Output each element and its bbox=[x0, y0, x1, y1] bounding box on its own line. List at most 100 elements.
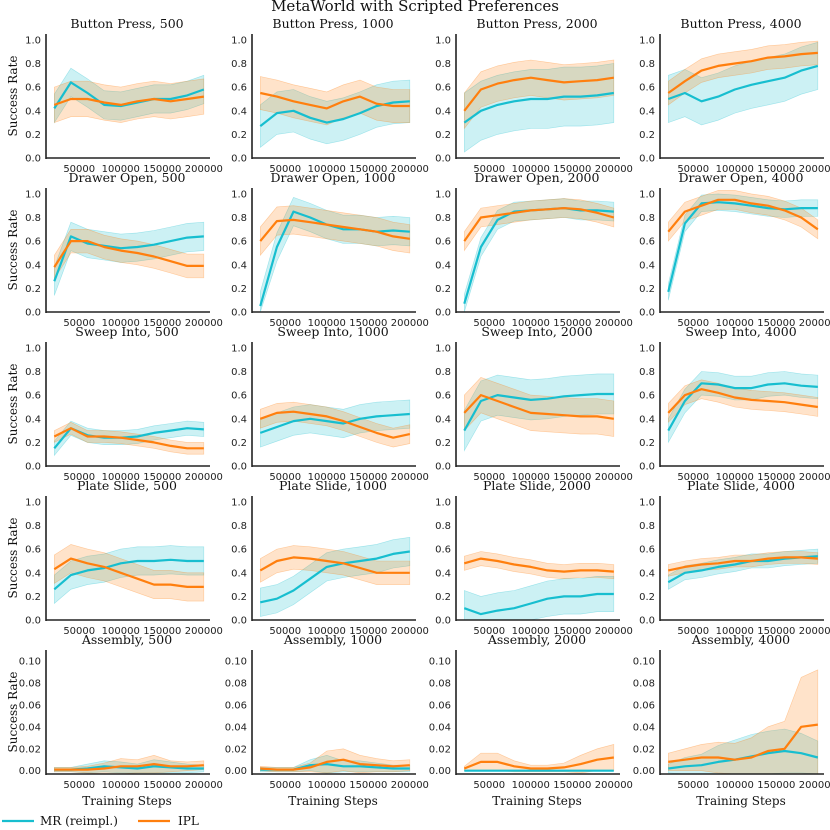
ipl-line bbox=[668, 723, 818, 763]
ipl-band bbox=[464, 59, 615, 130]
y-tick-label: 0.2 bbox=[231, 130, 247, 141]
y-tick-label: 0.8 bbox=[25, 367, 41, 378]
subplot-title: Sweep Into, 500 bbox=[75, 324, 178, 339]
mr-band bbox=[260, 197, 411, 313]
x-axis-title: Training Steps bbox=[288, 794, 378, 808]
x-tick-label: 150000 bbox=[143, 472, 181, 483]
y-tick-label: 0.0 bbox=[435, 308, 451, 319]
subplot-2-3: Sweep Into, 4000 0.0 0.2 0.4 0.6 0.8 1.0 50000 1… bbox=[639, 324, 830, 483]
x-tick-label: 200000 bbox=[185, 626, 223, 637]
y-tick-label: 0.2 bbox=[231, 438, 247, 449]
y-tick-label: 0.00 bbox=[225, 766, 247, 777]
y-tick-label: 0.8 bbox=[231, 59, 247, 70]
ipl-line bbox=[463, 76, 614, 112]
x-tick-label: 100000 bbox=[102, 780, 140, 791]
x-tick-label: 50000 bbox=[677, 318, 709, 329]
y-tick-label: 0.04 bbox=[19, 722, 41, 733]
y-tick-label: 0.8 bbox=[435, 521, 451, 532]
x-tick-label: 100000 bbox=[102, 472, 140, 483]
legend: MR (reimpl.) IPL bbox=[2, 814, 199, 828]
ipl-line bbox=[53, 557, 204, 588]
ipl-line bbox=[260, 91, 410, 110]
y-tick-label: 1.0 bbox=[25, 35, 41, 46]
subplot-title: Sweep Into, 1000 bbox=[277, 324, 388, 339]
y-tick-label: 0.0 bbox=[231, 616, 247, 627]
y-tick-label: 0.8 bbox=[25, 213, 41, 224]
x-tick-label: 200000 bbox=[799, 472, 830, 483]
ipl-band bbox=[464, 551, 615, 580]
x-tick-label: 150000 bbox=[143, 780, 181, 791]
mr-line bbox=[259, 210, 410, 307]
y-tick-label: 0.02 bbox=[19, 744, 41, 755]
ipl-line bbox=[464, 557, 614, 573]
y-tick-label: 0.10 bbox=[429, 656, 451, 667]
x-axis-title: Training Steps bbox=[696, 794, 786, 808]
y-tick-label: 1.0 bbox=[25, 189, 41, 200]
x-tick-label: 200000 bbox=[391, 780, 429, 791]
y-tick-label: 1.0 bbox=[435, 189, 451, 200]
y-tick-label: 0.4 bbox=[25, 414, 41, 425]
y-tick-label: 0.0 bbox=[639, 308, 655, 319]
x-tick-label: 100000 bbox=[716, 318, 754, 329]
y-tick-label: 0.6 bbox=[231, 83, 247, 94]
x-tick-label: 150000 bbox=[757, 164, 795, 175]
x-tick-label: 100000 bbox=[308, 472, 346, 483]
ipl-line bbox=[259, 556, 410, 574]
y-tick-label: 0.6 bbox=[231, 237, 247, 248]
x-tick-label: 200000 bbox=[799, 164, 830, 175]
subplot-title: Button Press, 4000 bbox=[680, 16, 801, 31]
y-tick-label: 1.0 bbox=[25, 343, 41, 354]
x-tick-label: 150000 bbox=[553, 472, 591, 483]
mr-band bbox=[260, 536, 411, 617]
x-tick-label: 200000 bbox=[595, 626, 633, 637]
y-tick-label: 0.6 bbox=[25, 83, 41, 94]
x-tick-label: 50000 bbox=[677, 780, 709, 791]
x-tick-label: 100000 bbox=[308, 626, 346, 637]
x-tick-label: 50000 bbox=[677, 626, 709, 637]
y-tick-label: 0.2 bbox=[435, 592, 451, 603]
y-tick-label: 0.10 bbox=[633, 656, 655, 667]
y-tick-label: 0.8 bbox=[231, 521, 247, 532]
y-tick-label: 0.06 bbox=[429, 700, 451, 711]
subplot-title: Button Press, 1000 bbox=[272, 16, 393, 31]
x-tick-label: 150000 bbox=[143, 318, 181, 329]
mr-band bbox=[464, 198, 615, 313]
x-tick-label: 150000 bbox=[553, 626, 591, 637]
mr-band bbox=[668, 41, 819, 126]
y-tick-label: 0.6 bbox=[435, 83, 451, 94]
subplot-3-2: Plate Slide, 2000 0.0 0.2 0.4 0.6 0.8 1.0 50000… bbox=[435, 478, 633, 637]
ipl-line bbox=[667, 388, 818, 414]
y-tick-label: 0.00 bbox=[633, 766, 655, 777]
x-tick-label: 150000 bbox=[757, 472, 795, 483]
x-tick-label: 200000 bbox=[391, 626, 429, 637]
x-tick-label: 200000 bbox=[595, 318, 633, 329]
subplot-title: Plate Slide, 2000 bbox=[483, 478, 591, 493]
x-tick-label: 150000 bbox=[143, 626, 181, 637]
x-tick-label: 100000 bbox=[512, 780, 550, 791]
y-tick-label: 1.0 bbox=[231, 497, 247, 508]
y-tick-label: 0.2 bbox=[435, 438, 451, 449]
y-tick-label: 0.8 bbox=[435, 213, 451, 224]
y-tick-label: 0.00 bbox=[19, 766, 41, 777]
subplot-title: Sweep Into, 4000 bbox=[685, 324, 796, 339]
y-tick-label: 0.4 bbox=[231, 568, 247, 579]
x-tick-label: 100000 bbox=[512, 472, 550, 483]
y-tick-label: 0.2 bbox=[25, 438, 41, 449]
y-tick-label: 0.8 bbox=[435, 367, 451, 378]
y-tick-label: 0.08 bbox=[429, 678, 451, 689]
y-axis-title: Success Rate bbox=[6, 55, 20, 136]
y-tick-label: 0.6 bbox=[231, 391, 247, 402]
y-tick-label: 0.8 bbox=[639, 59, 655, 70]
y-axis-title: Success Rate bbox=[6, 209, 20, 290]
y-tick-label: 0.2 bbox=[231, 592, 247, 603]
subplot-1-1: Drawer Open, 1000 0.0 0.2 0.4 0.6 0.8 1.0 50000… bbox=[231, 170, 429, 329]
y-tick-label: 0.4 bbox=[435, 260, 451, 271]
mr-line bbox=[463, 91, 614, 124]
ipl-line bbox=[53, 240, 204, 268]
y-tick-label: 1.0 bbox=[231, 35, 247, 46]
x-tick-label: 100000 bbox=[716, 626, 754, 637]
y-tick-label: 0.06 bbox=[225, 700, 247, 711]
y-tick-label: 0.10 bbox=[225, 656, 247, 667]
subplot-3-0: Plate Slide, 500 0.0 0.2 0.4 0.6 0.8 1.0 50000 1… bbox=[6, 478, 223, 637]
x-tick-label: 200000 bbox=[391, 164, 429, 175]
